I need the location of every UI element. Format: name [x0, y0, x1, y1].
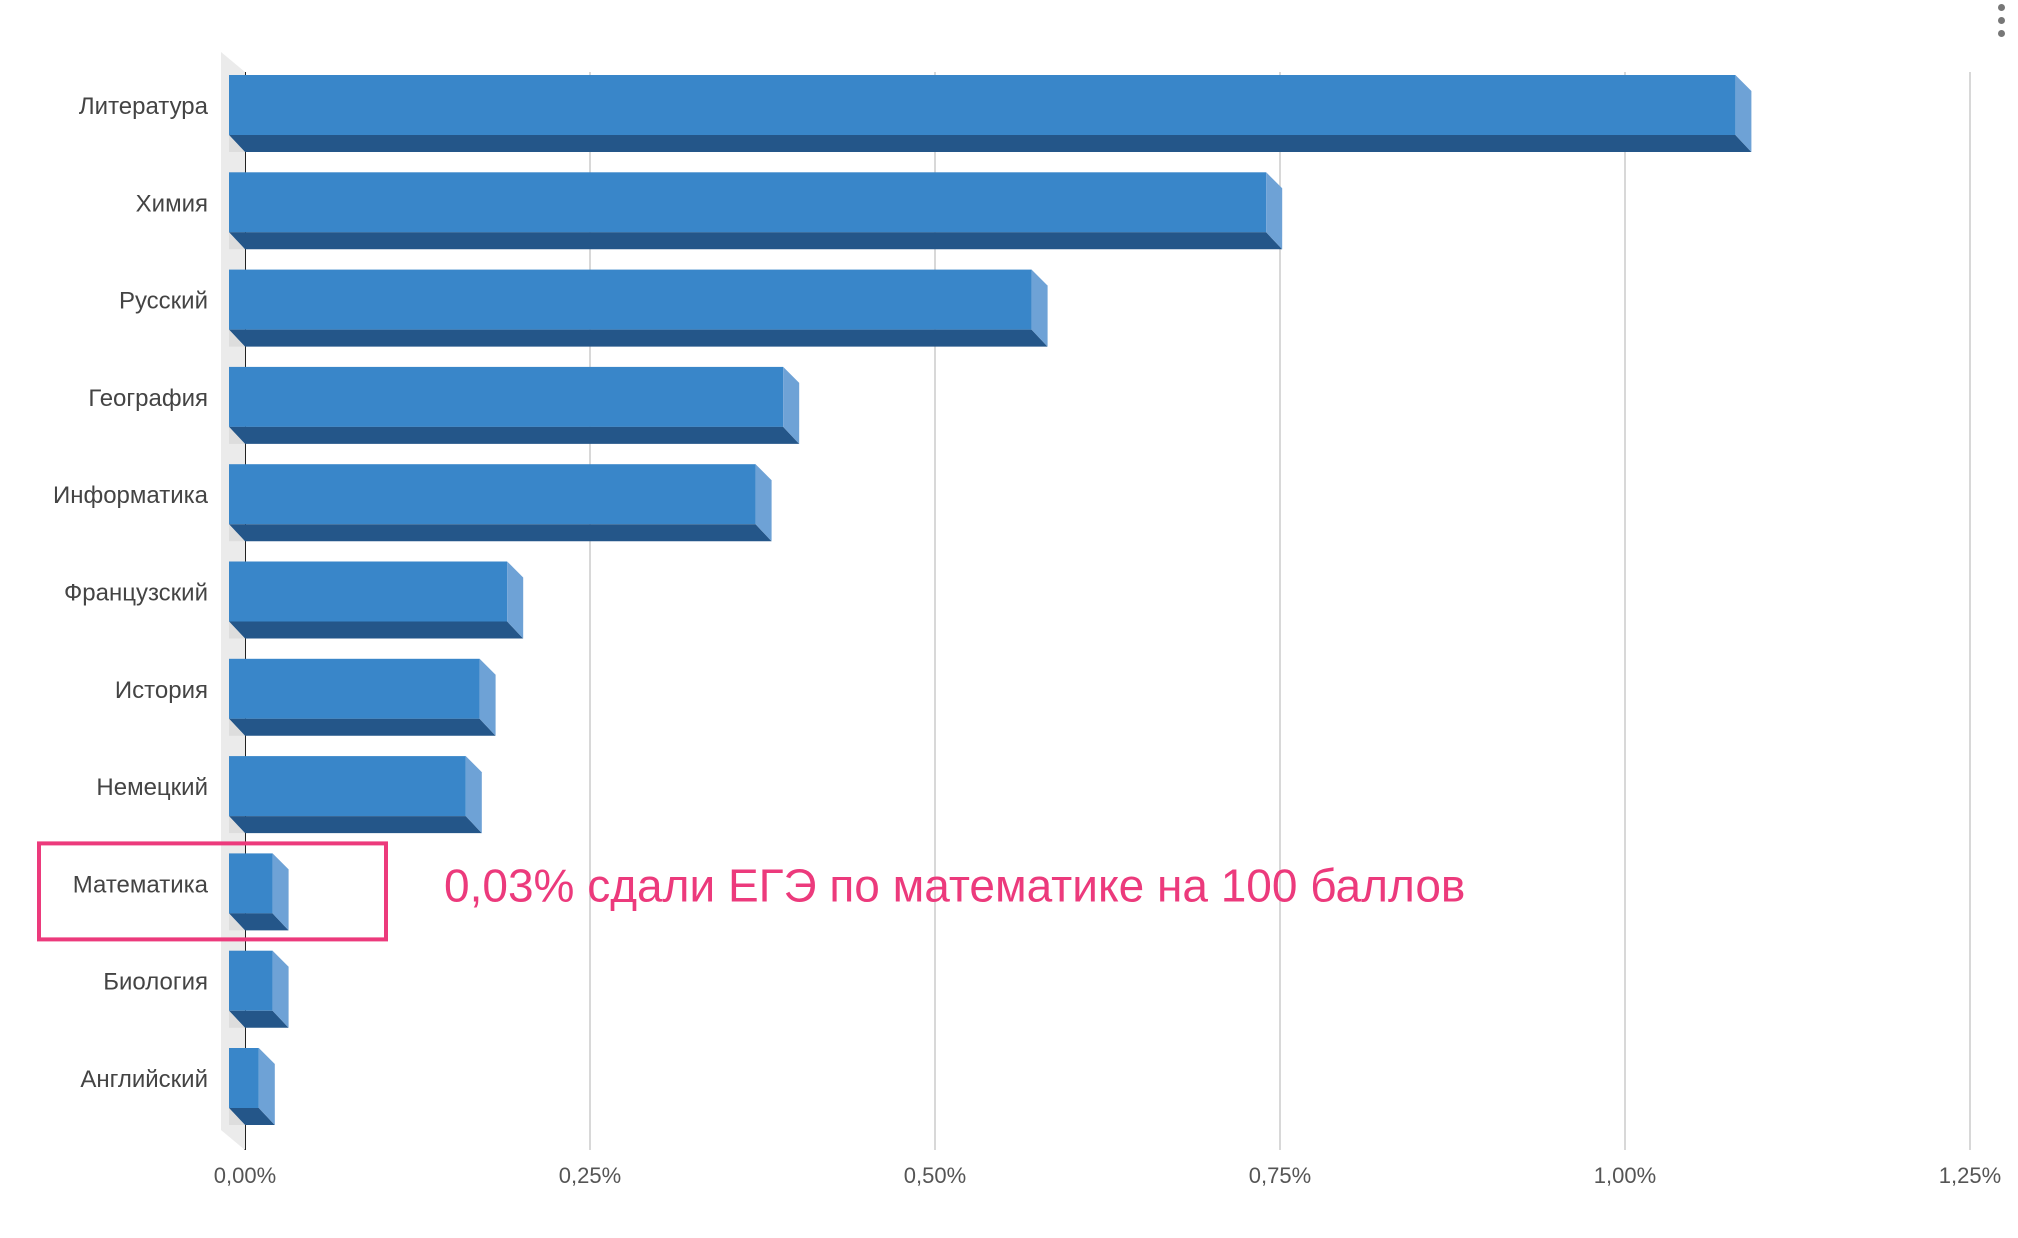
- category-label: Английский: [80, 1066, 208, 1093]
- bar-bottom-face: [229, 426, 800, 444]
- bar-left-bevel: [229, 1108, 245, 1125]
- bar-end-face: [272, 950, 289, 1028]
- bar: [229, 950, 289, 1028]
- annotation-layer: 0,03% сдали ЕГЭ по математике на 100 бал…: [37, 841, 1465, 942]
- category-label: Биология: [103, 969, 208, 996]
- bar-end-face: [755, 464, 772, 542]
- bar-end-face: [1031, 269, 1048, 347]
- bar-bottom-face: [229, 1010, 289, 1028]
- bar: [229, 75, 1752, 152]
- bar-end-face: [479, 658, 496, 736]
- bar-face: [229, 75, 1736, 135]
- category-label: Математика: [73, 871, 209, 898]
- bars: [229, 75, 1752, 1125]
- bar-face: [229, 366, 784, 427]
- bar-bottom-face: [229, 718, 496, 736]
- bar: [229, 172, 1283, 250]
- category-label: Химия: [136, 190, 208, 217]
- bar-left-bevel: [229, 329, 245, 347]
- bar-end-face: [272, 853, 289, 931]
- category-label: Литература: [79, 93, 209, 120]
- x-tick-label: 0,75%: [1249, 1163, 1311, 1188]
- bar: [229, 269, 1048, 347]
- bar: [229, 1048, 275, 1125]
- bar-left-bevel: [229, 232, 245, 250]
- annotation-text: 0,03% сдали ЕГЭ по математике на 100 бал…: [444, 859, 1465, 911]
- bar-end-face: [783, 366, 800, 444]
- bar-bottom-face: [229, 524, 772, 542]
- bar-end-face: [507, 561, 524, 639]
- bar-left-bevel: [229, 621, 245, 639]
- bar-left-bevel: [229, 913, 245, 931]
- bar-bottom-face: [229, 621, 524, 639]
- bar: [229, 658, 496, 736]
- tick-labels: 0,00% 0,25% 0,50% 0,75% 1,00% 1,25%: [214, 1163, 2001, 1188]
- x-tick-label: 1,25%: [1939, 1163, 2001, 1188]
- category-label: Информатика: [53, 482, 209, 509]
- bar: [229, 853, 289, 931]
- bar: [229, 756, 482, 834]
- category-label: История: [115, 677, 208, 704]
- bar-bottom-face: [229, 816, 482, 834]
- bar: [229, 366, 800, 444]
- bar-end-face: [1266, 172, 1283, 250]
- x-tick-label: 1,00%: [1594, 1163, 1656, 1188]
- bar-face: [229, 464, 756, 525]
- highlight-box: [37, 841, 388, 942]
- bar-face: [229, 658, 480, 719]
- bar-left-bevel: [229, 135, 245, 152]
- bar-end-face: [465, 756, 482, 834]
- bar-left-bevel: [229, 1010, 245, 1028]
- bar-bottom-face: [229, 1108, 275, 1125]
- bar-bottom-face: [229, 135, 1752, 152]
- bar-bottom-face: [229, 329, 1048, 347]
- bar-left-bevel: [229, 718, 245, 736]
- x-tick-label: 0,00%: [214, 1163, 276, 1188]
- bar-face: [229, 1048, 259, 1108]
- more-vert-icon[interactable]: [1996, 4, 2006, 44]
- bar: [229, 561, 524, 639]
- category-label: Немецкий: [96, 774, 208, 801]
- category-label: География: [88, 385, 208, 412]
- bar-left-bevel: [229, 816, 245, 834]
- bar-end-face: [258, 1048, 275, 1125]
- x-tick-label: 0,50%: [904, 1163, 966, 1188]
- bar-face: [229, 756, 466, 817]
- bar-bottom-face: [229, 232, 1283, 250]
- bar-face: [229, 269, 1032, 330]
- bar-left-bevel: [229, 426, 245, 444]
- category-label: Русский: [119, 288, 208, 315]
- category-labels: Литература Химия Русский География Информати…: [53, 93, 209, 1093]
- bar-face: [229, 853, 273, 914]
- bar-face: [229, 561, 508, 622]
- category-label: Французский: [64, 580, 208, 607]
- bar-end-face: [1735, 75, 1752, 152]
- x-tick-label: 0,25%: [559, 1163, 621, 1188]
- bar-face: [229, 172, 1267, 233]
- bar-face: [229, 950, 273, 1011]
- bar: [229, 464, 772, 542]
- bar-left-bevel: [229, 524, 245, 542]
- bar-bottom-face: [229, 913, 289, 931]
